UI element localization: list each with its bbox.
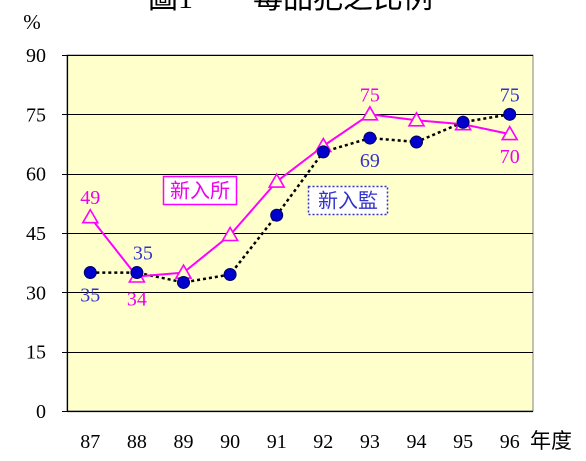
legend-entry-detention: 新入所 bbox=[162, 175, 238, 206]
prison-point bbox=[503, 107, 517, 121]
legend-label: 新入所 bbox=[170, 180, 230, 203]
x-tick-label: 89 bbox=[174, 431, 194, 453]
x-tick-label: 87 bbox=[80, 431, 100, 453]
detention-point bbox=[361, 105, 379, 121]
data-label: 35 bbox=[133, 243, 153, 265]
detention-point bbox=[221, 225, 239, 242]
prison-point bbox=[410, 135, 423, 149]
x-tick-label: 96 bbox=[500, 431, 520, 453]
legend-label: 新入監 bbox=[318, 190, 378, 213]
x-tick-label: 90 bbox=[220, 431, 240, 453]
data-label: 75 bbox=[360, 84, 380, 106]
prison-series-line bbox=[90, 113, 510, 284]
data-label: 69 bbox=[360, 150, 380, 172]
x-tick-label: 94 bbox=[407, 431, 427, 453]
detention-series-line bbox=[89, 113, 510, 278]
prison-point bbox=[83, 266, 97, 280]
detention-point bbox=[81, 208, 100, 224]
data-label: 49 bbox=[80, 187, 100, 209]
legend-entry-prison: 新入監 bbox=[307, 185, 389, 216]
y-axis-unit-label: % bbox=[23, 10, 41, 34]
x-tick-label: 92 bbox=[313, 431, 333, 453]
y-tick-label: 45 bbox=[26, 223, 46, 245]
detention-point bbox=[267, 172, 286, 188]
legend-box bbox=[307, 185, 389, 216]
x-axis-label: 年度 bbox=[530, 429, 572, 453]
x-tick-label: 88 bbox=[127, 431, 147, 453]
y-tick-label: 75 bbox=[26, 104, 46, 126]
x-tick-label: 93 bbox=[360, 431, 380, 453]
detention-point bbox=[407, 111, 426, 127]
data-label: 35 bbox=[80, 285, 100, 307]
y-tick-label: 30 bbox=[26, 282, 46, 304]
data-label: 75 bbox=[500, 84, 520, 106]
prison-point bbox=[363, 131, 377, 145]
prison-point bbox=[456, 115, 470, 129]
prison-point bbox=[223, 268, 237, 282]
detention-point bbox=[500, 124, 519, 141]
data-labels: 49 34 75 70 35 35 69 75 bbox=[80, 84, 519, 310]
y-tick-label: 60 bbox=[26, 164, 46, 186]
chart-title: 圖1 毒品犯之比例 bbox=[148, 0, 433, 15]
data-label: 34 bbox=[127, 289, 147, 311]
x-tick-label: 91 bbox=[267, 431, 287, 453]
series-group bbox=[81, 105, 519, 289]
prison-point bbox=[316, 145, 330, 159]
y-tick-label: 90 bbox=[26, 45, 46, 67]
data-label: 70 bbox=[500, 146, 520, 168]
y-tick-label: 0 bbox=[36, 401, 46, 423]
prison-point bbox=[130, 266, 144, 280]
y-tick-label: 15 bbox=[26, 342, 46, 364]
x-tick-label: 95 bbox=[453, 431, 473, 453]
plot-area: 0 15 30 45 60 75 90 87 88 89 90 91 92 93 94 95 96 bbox=[26, 45, 534, 453]
legend-box bbox=[162, 175, 238, 206]
prison-point bbox=[177, 275, 190, 289]
prison-point bbox=[270, 208, 284, 222]
